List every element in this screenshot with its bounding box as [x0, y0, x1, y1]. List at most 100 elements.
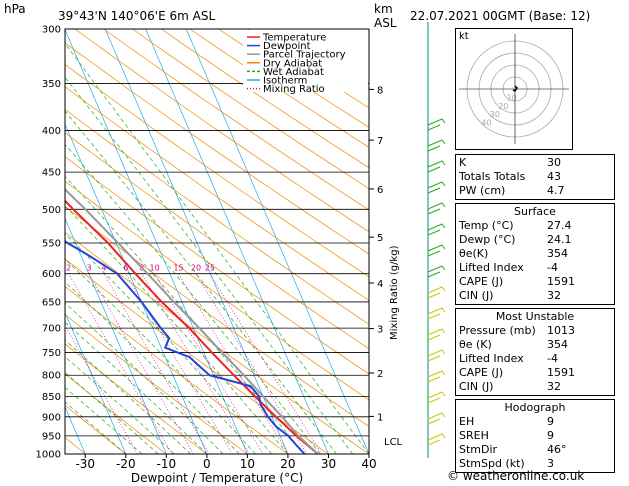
axes: -30 -20 -10 0 10 20 30 40 8 7 6 5 4 3 2 1 — [75, 85, 383, 471]
lcl-label: LCL — [384, 437, 403, 448]
wet-adiabat-line — [65, 302, 224, 454]
index-label: CIN (J) — [459, 289, 494, 302]
index-row: CAPE (J) 1591 — [459, 366, 611, 380]
wind-barbs — [427, 22, 446, 458]
most-unstable-indices: Most Unstable Pressure (mb) 1013 θe (K) 354 L… — [455, 308, 615, 396]
index-value: 27.4 — [547, 219, 572, 232]
hodograph-indices: Hodograph EH 9 SREH 9 StmDir 46° StmSpd (kt) 3 — [455, 399, 615, 473]
index-label: CAPE (J) — [459, 275, 504, 288]
index-row: StmDir 46° — [459, 443, 611, 457]
wet-adiabat-line — [65, 281, 240, 454]
index-label: θe (K) — [459, 338, 492, 351]
x-tick-label: 0 — [203, 457, 211, 471]
temperature-curve — [65, 199, 319, 454]
index-row: Totals Totals 43 — [459, 170, 611, 184]
isotherm-line — [0, 29, 4, 454]
index-value: -4 — [547, 261, 558, 274]
dry-adiabat-line — [65, 404, 127, 454]
pressure-tick-label: 750 — [42, 348, 61, 359]
mixing-ratio-label: 6 — [123, 264, 128, 273]
mixing-ratio-label: 3 — [86, 264, 91, 273]
hodograph-ring-label: 10 — [507, 93, 517, 102]
index-label: Totals Totals — [459, 170, 526, 183]
pressure-tick-label: 500 — [42, 205, 61, 216]
pressure-tick-label: 300 — [42, 25, 61, 36]
index-row: StmSpd (kt) 3 — [459, 457, 611, 471]
pressure-tick-label: 400 — [42, 126, 61, 137]
legend-box — [243, 30, 368, 92]
surface-indices: Surface Temp (°C) 27.4 Dewp (°C) 24.1 θe(K) 35… — [455, 203, 615, 305]
index-row: Temp (°C) 27.4 — [459, 219, 611, 233]
mixing-ratio-label: 4 — [101, 264, 106, 273]
x-tick-label: -30 — [75, 457, 95, 471]
hodograph-ring-label: 40 — [481, 119, 491, 128]
index-label: Temp (°C) — [459, 219, 514, 232]
index-label: Pressure (mb) — [459, 324, 536, 337]
index-label: PW (cm) — [459, 184, 506, 197]
wet-adiabat-line — [65, 233, 272, 454]
index-label: K — [459, 156, 467, 169]
block-title: Hodograph — [504, 401, 566, 414]
index-label: SREH — [459, 429, 489, 442]
dry-adiabat-line — [161, 29, 369, 169]
index-value: 32 — [547, 289, 561, 302]
wet-adiabat-line — [65, 321, 208, 454]
wind-barb — [427, 265, 446, 278]
index-value: 354 — [547, 247, 568, 260]
asl-label: ASL — [374, 16, 397, 30]
hodograph-trace — [512, 85, 518, 92]
index-row: CAPE (J) 1591 — [459, 275, 611, 289]
index-value: 46° — [547, 443, 567, 456]
index-value: 354 — [547, 338, 568, 351]
legend-entry: Temperature — [262, 33, 326, 44]
index-row: K 30 — [459, 156, 611, 170]
x-tick-label: 10 — [240, 457, 255, 471]
index-label: EH — [459, 415, 475, 428]
index-row: Lifted Index -4 — [459, 261, 611, 275]
km-tick-label: 5 — [377, 233, 383, 244]
wet-adiabat-line — [65, 339, 191, 454]
legend-entry: Mixing Ratio — [263, 84, 325, 95]
wind-barb — [427, 328, 446, 341]
km-tick-label: 7 — [377, 136, 383, 147]
hodograph-ring-label: 30 — [490, 110, 500, 119]
legend-entry: Dry Adiabat — [263, 58, 322, 69]
index-value: 4.7 — [547, 184, 565, 197]
km-tick-label: 3 — [377, 325, 383, 336]
pressure-tick-label: 800 — [42, 371, 61, 382]
km-tick-label: 6 — [377, 185, 383, 196]
isotherm-line — [185, 29, 369, 454]
km-tick-label: 4 — [377, 279, 383, 290]
dry-adiabat-line — [103, 29, 369, 211]
x-tick-label: 40 — [361, 457, 376, 471]
isotherm-line — [104, 29, 289, 454]
mixing-ratio-label: 15 — [173, 264, 183, 273]
wet-adiabat-line — [65, 205, 289, 454]
wet-adiabat-line — [65, 372, 159, 454]
mixing-ratio-line — [209, 273, 323, 454]
pressure-tick-label: 550 — [42, 238, 61, 249]
index-row: θe (K) 354 — [459, 338, 611, 352]
index-label: Dewp (°C) — [459, 233, 516, 246]
wind-barb — [427, 307, 446, 320]
copyright-footer: © weatheronline.co.uk — [447, 469, 585, 483]
pressure-tick-label: 350 — [42, 79, 61, 90]
wet-adiabat-line — [65, 356, 175, 454]
index-row: PW (cm) 4.7 — [459, 184, 611, 198]
index-label: CAPE (J) — [459, 366, 504, 379]
index-value: 30 — [547, 156, 561, 169]
index-value: 9 — [547, 429, 554, 442]
index-row: CIN (J) 32 — [459, 380, 611, 394]
wind-barb — [427, 286, 446, 299]
pressure-tick-label: 850 — [42, 392, 61, 403]
mixing-ratio-label: 1 — [33, 264, 38, 273]
dry-adiabat-line — [189, 29, 369, 148]
pressure-tick-label: 650 — [42, 297, 61, 308]
index-row: Lifted Index -4 — [459, 352, 611, 366]
isotherm-line — [65, 217, 167, 454]
datetime-label: 22.07.2021 00GMT (Base: 12) — [410, 9, 590, 23]
location-label: 39°43'N 140°06'E 6m ASL — [58, 9, 215, 23]
block-title: Surface — [514, 205, 556, 218]
